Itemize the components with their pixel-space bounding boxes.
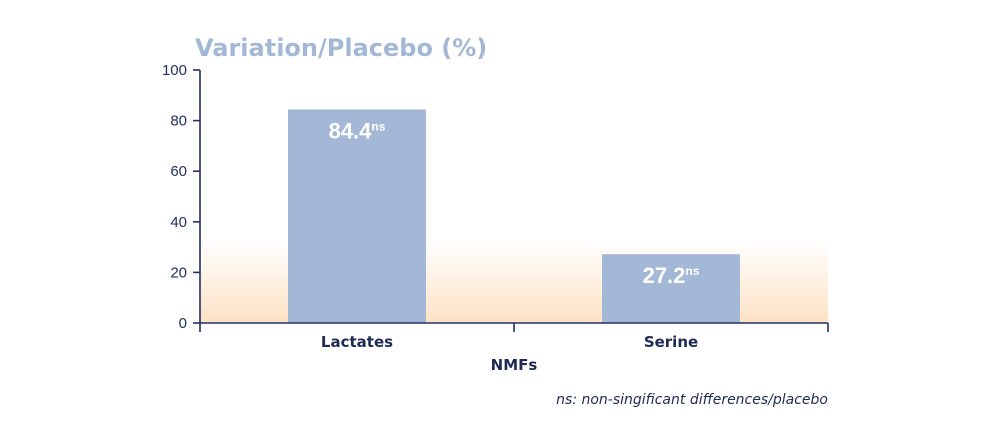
category-label-lactates: Lactates (321, 333, 393, 351)
y-tick-label: 100 (162, 62, 187, 79)
x-axis-title: NMFs (491, 356, 538, 374)
footnote: ns: non-singificant differences/placebo (556, 392, 828, 408)
category-label-serine: Serine (644, 333, 698, 351)
value-label-serine: 27.2ns (643, 263, 700, 288)
y-tick-label: 40 (170, 214, 187, 231)
y-tick-label: 80 (170, 113, 187, 130)
bars-layer: 84.4ns 27.2ns (288, 109, 740, 323)
value-label-lactates: 84.4ns (329, 118, 386, 143)
y-tick-label: 0 (179, 315, 187, 332)
chart-title: Variation/Placebo (%) (195, 34, 487, 62)
bar-lactates (288, 109, 426, 323)
y-tick-label: 60 (170, 163, 187, 180)
axes-layer: 0 20 40 60 80 100 Lactates Serine (162, 62, 829, 351)
bar-serine (602, 254, 740, 323)
y-tick-label: 20 (170, 264, 187, 281)
